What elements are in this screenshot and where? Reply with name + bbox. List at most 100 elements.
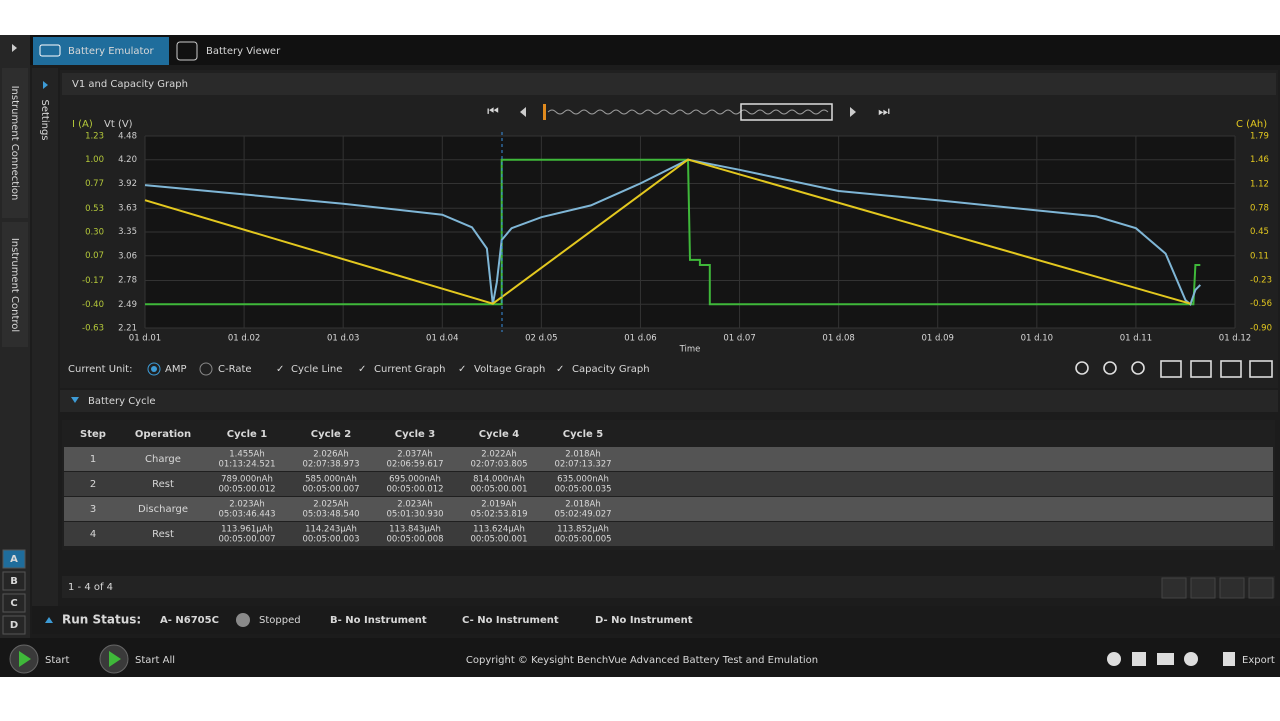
checkbox-label[interactable]: Cycle Line [291, 364, 342, 375]
channel-label[interactable]: A [10, 554, 18, 565]
channel-label[interactable]: C [10, 598, 17, 609]
table-cell: 1.455Ah [229, 450, 265, 460]
table-cell: 2.018Ah [565, 500, 601, 510]
checkbox[interactable]: ✓ [458, 364, 466, 375]
table-cell: 2.018Ah [565, 450, 601, 460]
checkbox-label[interactable]: Current Graph [374, 364, 445, 375]
channel-label[interactable]: B [10, 576, 18, 587]
y-tick-label: 2.78 [118, 275, 137, 285]
table-cell: 2.025Ah [313, 500, 349, 510]
table-header: Cycle 4 [479, 429, 519, 440]
table-cell: 4 [90, 529, 96, 540]
table-cell: 789.000nAh [221, 475, 273, 485]
table-cell: 2 [90, 479, 96, 490]
settings-label[interactable]: Settings [39, 99, 50, 140]
table-cell: 814.000nAh [473, 475, 525, 485]
table-cell: 114.243µAh [305, 525, 357, 535]
nav-first[interactable]: ⏮ [487, 105, 499, 120]
checkbox-label[interactable]: Voltage Graph [474, 364, 545, 375]
y-tick-label: 3.92 [118, 179, 137, 189]
y-axis-title: I (A) [72, 119, 93, 130]
tab-label[interactable]: Battery Emulator [68, 46, 155, 57]
x-tick-label: 01 d.03 [327, 334, 359, 344]
table-cell: 02:07:13.327 [554, 460, 611, 470]
x-tick-label: 01 d.04 [426, 334, 458, 344]
pager-bar [62, 576, 1275, 598]
table-cell: 01:13:24.521 [218, 460, 275, 470]
open-icon[interactable] [1157, 653, 1174, 665]
start-all-label[interactable]: Start All [135, 655, 175, 666]
side-tab-label[interactable]: Instrument Connection [9, 86, 20, 201]
x-tick-label: 01 d.01 [129, 334, 161, 344]
table-cell: 02:07:38.973 [302, 460, 359, 470]
status-channel: A- N6705C [160, 615, 219, 626]
copyright: Copyright © Keysight BenchVue Advanced B… [466, 655, 818, 666]
export-icon[interactable] [1223, 652, 1235, 666]
table-cell: 00:05:00.008 [386, 535, 443, 545]
radio-label[interactable]: C-Rate [218, 364, 252, 375]
table-cell: 00:05:00.001 [470, 485, 527, 495]
table-cell: 05:02:53.819 [470, 510, 527, 520]
start-label[interactable]: Start [45, 655, 70, 666]
table-cell: 00:05:00.003 [302, 535, 359, 545]
table-cell: 00:05:00.012 [386, 485, 443, 495]
checkbox[interactable]: ✓ [556, 364, 564, 375]
y-tick-label: 1.00 [85, 155, 104, 165]
y-tick-label: 3.35 [118, 227, 137, 237]
page-prev[interactable] [1191, 578, 1215, 598]
y-tick-label: 1.46 [1250, 155, 1269, 165]
cycle-title: Battery Cycle [88, 396, 156, 407]
y-tick-label: -0.17 [82, 276, 104, 286]
x-tick-label: 01 d.07 [723, 334, 755, 344]
table-cell: 05:02:49.027 [554, 510, 611, 520]
nav-last[interactable]: ⏭ [878, 105, 890, 120]
x-tick-label: 01 d.02 [228, 334, 260, 344]
graph-header [62, 73, 1276, 95]
x-tick-label: 01 d.12 [1219, 334, 1251, 344]
graph-title: V1 and Capacity Graph [72, 79, 188, 90]
x-tick-label: 01 d.11 [1120, 334, 1152, 344]
x-tick-label: 01 d.10 [1021, 334, 1053, 344]
control-label: Current Unit: [68, 364, 132, 375]
checkbox-label[interactable]: Capacity Graph [572, 364, 650, 375]
settings-icon[interactable] [1107, 652, 1121, 666]
table-cell: 05:03:48.540 [302, 510, 359, 520]
status-label: Run Status: [62, 613, 141, 627]
y-tick-label: 3.63 [118, 203, 137, 213]
table-cell: Discharge [138, 504, 188, 515]
table-header: Operation [135, 429, 191, 440]
table-header: Cycle 5 [563, 429, 603, 440]
table-cell: 1 [90, 454, 96, 465]
channel-label[interactable]: D [10, 620, 18, 631]
tab-label[interactable]: Battery Viewer [206, 46, 281, 57]
settings-strip [32, 68, 58, 608]
page-last[interactable] [1249, 578, 1273, 598]
side-tab-label[interactable]: Instrument Control [9, 238, 20, 332]
table-cell: 2.022Ah [481, 450, 517, 460]
table-cell: 05:01:30.930 [386, 510, 443, 520]
table-cell: 05:03:46.443 [218, 510, 275, 520]
radio-label[interactable]: AMP [165, 364, 187, 375]
cycle-header [60, 390, 1278, 412]
table-cell: 635.000nAh [557, 475, 609, 485]
y-tick-label: -0.23 [1250, 276, 1272, 286]
page-first[interactable] [1162, 578, 1186, 598]
y-tick-label: 0.53 [85, 204, 104, 214]
x-tick-label: 01 d.09 [922, 334, 954, 344]
page-next[interactable] [1220, 578, 1244, 598]
table-cell: Charge [145, 454, 181, 465]
x-tick-label: 01 d.06 [624, 334, 656, 344]
table-cell: 113.624µAh [473, 525, 525, 535]
checkbox[interactable]: ✓ [276, 364, 284, 375]
export-label[interactable]: Export [1242, 655, 1275, 666]
table-header: Cycle 1 [227, 429, 267, 440]
table-cell: 695.000nAh [389, 475, 441, 485]
checkbox[interactable]: ✓ [358, 364, 366, 375]
table-cell: 113.843µAh [389, 525, 441, 535]
table-cell: 00:05:00.035 [554, 485, 611, 495]
info-icon[interactable] [1184, 652, 1198, 666]
y-tick-label: 3.06 [118, 252, 137, 262]
table-cell: 2.023Ah [229, 500, 265, 510]
save-icon[interactable] [1132, 652, 1146, 666]
y-tick-label: 0.30 [85, 228, 104, 238]
